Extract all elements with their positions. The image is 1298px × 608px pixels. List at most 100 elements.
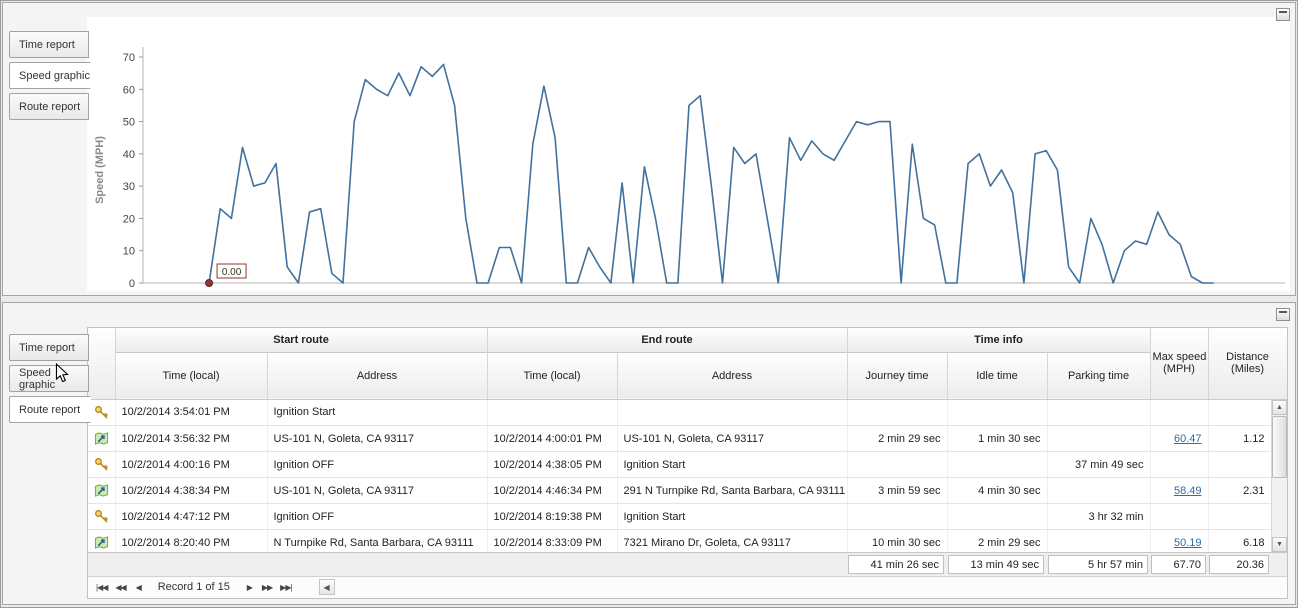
row-icon-column-header (88, 328, 116, 400)
column-header-end-address[interactable]: Address (617, 352, 848, 400)
svg-text:0.00: 0.00 (222, 267, 242, 278)
route-map-icon (88, 529, 116, 552)
prev-record-button[interactable]: ◀ (135, 582, 142, 592)
next-page-button[interactable]: ▶▶ (261, 582, 273, 592)
tab-time-report[interactable]: Time report (9, 334, 89, 361)
cell-distance (1208, 399, 1272, 426)
cell-start-address: Ignition Start (267, 399, 488, 426)
cell-idle: 1 min 30 sec (947, 425, 1048, 452)
column-header-text: (MPH) (1163, 363, 1195, 376)
table-row[interactable]: 10/2/2014 3:56:32 PM US-101 N, Goleta, CA… (88, 425, 1272, 452)
column-header-text: Distance (1226, 351, 1269, 364)
column-header-end-time[interactable]: Time (local) (487, 352, 618, 400)
max-speed-link[interactable]: 58.49 (1173, 484, 1202, 497)
ignition-key-icon (88, 503, 116, 530)
vertical-scrollbar[interactable]: ▲ ▼ (1271, 399, 1287, 552)
cell-idle: 2 min 29 sec (947, 529, 1048, 552)
summary-max-speed: 67.70 (1151, 554, 1206, 574)
record-navigator: |◀◀ ◀◀ ◀ Record 1 of 15 ▶ ▶▶ ▶▶| ◀ (88, 575, 1287, 598)
column-header-parking-time[interactable]: Parking time (1047, 352, 1151, 400)
hscroll-left-button[interactable]: ◀ (318, 579, 335, 596)
scroll-up-button[interactable]: ▲ (1272, 399, 1287, 415)
cell-start-address: US-101 N, Goleta, CA 93117 (267, 477, 488, 504)
cell-distance: 2.31 (1208, 477, 1272, 504)
column-header-start-address[interactable]: Address (267, 352, 488, 400)
cell-distance: 1.12 (1208, 425, 1272, 452)
table-row[interactable]: 10/2/2014 4:38:34 PM US-101 N, Goleta, CA… (88, 477, 1272, 504)
cell-start-time: 10/2/2014 3:54:01 PM (115, 399, 268, 426)
grid-rows-table: 10/2/2014 3:54:01 PM Ignition Start 10/2/2… (88, 399, 1272, 552)
collapse-panel-button[interactable] (1276, 308, 1290, 321)
ignition-key-icon (88, 399, 116, 426)
cell-start-address: Ignition OFF (267, 451, 488, 478)
cell-parking (1047, 425, 1151, 452)
table-row[interactable]: 10/2/2014 4:47:12 PM Ignition OFF 10/2/201… (88, 503, 1272, 530)
cell-journey (847, 503, 948, 530)
max-speed-link[interactable]: 60.47 (1173, 432, 1202, 445)
prev-page-button[interactable]: ◀◀ (115, 582, 126, 592)
tab-route-report[interactable]: Route report (9, 93, 89, 120)
summary-distance: 20.36 (1209, 554, 1269, 574)
cell-end-address: US-101 N, Goleta, CA 93117 (617, 425, 848, 452)
cell-journey: 10 min 30 sec (847, 529, 948, 552)
cell-idle (947, 399, 1048, 426)
cell-end-time: 10/2/2014 8:33:09 PM (487, 529, 618, 552)
svg-text:40: 40 (123, 149, 135, 161)
grid-body: 10/2/2014 3:54:01 PM Ignition Start 10/2/2… (88, 399, 1287, 552)
cell-end-time: 10/2/2014 8:19:38 PM (487, 503, 618, 530)
speed-graphic-panel: Time report Speed graphic Route report 0… (2, 2, 1296, 296)
last-record-button[interactable]: ▶▶| (280, 582, 292, 592)
cell-parking (1047, 399, 1151, 426)
tab-label: Speed graphic (19, 69, 90, 82)
cell-start-time: 10/2/2014 4:38:34 PM (115, 477, 268, 504)
tab-time-report[interactable]: Time report (9, 31, 89, 58)
max-speed-link[interactable]: 50.19 (1173, 536, 1202, 549)
table-row[interactable]: 10/2/2014 8:20:40 PM N Turnpike Rd, Santa… (88, 529, 1272, 552)
group-header-end-route[interactable]: End route (487, 328, 848, 353)
column-header-distance[interactable]: Distance (Miles) (1208, 328, 1287, 400)
cell-max-speed (1150, 503, 1209, 530)
route-report-grid: Start route End route Time info Max spee… (87, 327, 1288, 599)
group-header-start-route[interactable]: Start route (115, 328, 488, 353)
column-header-start-time[interactable]: Time (local) (115, 352, 268, 400)
cell-end-address: Ignition Start (617, 503, 848, 530)
collapse-panel-button[interactable] (1276, 8, 1290, 21)
cell-start-time: 10/2/2014 3:56:32 PM (115, 425, 268, 452)
cell-parking (1047, 529, 1151, 552)
speed-chart: 0 10 20 30 40 50 60 70 Speed (MPH) 0.00 (94, 47, 1285, 290)
table-row[interactable]: 10/2/2014 3:54:01 PM Ignition Start (88, 399, 1272, 426)
column-header-max-speed[interactable]: Max speed (MPH) (1150, 328, 1209, 400)
cell-end-address: Ignition Start (617, 451, 848, 478)
cell-max-speed (1150, 399, 1209, 426)
cell-start-address: US-101 N, Goleta, CA 93117 (267, 425, 488, 452)
column-header-journey-time[interactable]: Journey time (847, 352, 948, 400)
scrollbar-thumb[interactable] (1272, 415, 1287, 478)
next-record-button[interactable]: ▶ (246, 582, 253, 592)
cell-max-speed: 50.19 (1150, 529, 1209, 552)
cell-max-speed: 60.47 (1150, 425, 1209, 452)
scroll-down-button[interactable]: ▼ (1272, 536, 1287, 552)
tab-label: Time report (19, 341, 75, 354)
route-report-panel: Time report Speed graphic Route report S… (2, 302, 1296, 605)
svg-text:20: 20 (123, 213, 135, 225)
svg-text:30: 30 (123, 181, 135, 193)
route-map-icon (88, 477, 116, 504)
cell-idle (947, 451, 1048, 478)
column-header-idle-time[interactable]: Idle time (947, 352, 1048, 400)
cell-parking: 37 min 49 sec (1047, 451, 1151, 478)
group-header-time-info[interactable]: Time info (847, 328, 1151, 353)
first-record-button[interactable]: |◀◀ (96, 582, 108, 592)
ignition-key-icon (88, 451, 116, 478)
svg-text:70: 70 (123, 52, 135, 64)
svg-text:Speed (MPH): Speed (MPH) (94, 136, 106, 204)
svg-text:10: 10 (123, 246, 135, 258)
tab-speed-graphic[interactable]: Speed graphic (9, 62, 91, 89)
tab-route-report[interactable]: Route report (9, 396, 91, 423)
tab-label: Route report (19, 100, 81, 113)
tab-speed-graphic[interactable]: Speed graphic (9, 365, 89, 392)
cell-idle: 4 min 30 sec (947, 477, 1048, 504)
tab-label: Speed graphic (19, 366, 56, 391)
cell-end-address: 291 N Turnpike Rd, Santa Barbara, CA 931… (617, 477, 848, 504)
table-row[interactable]: 10/2/2014 4:00:16 PM Ignition OFF 10/2/201… (88, 451, 1272, 478)
column-header-text: Max speed (1152, 351, 1207, 364)
